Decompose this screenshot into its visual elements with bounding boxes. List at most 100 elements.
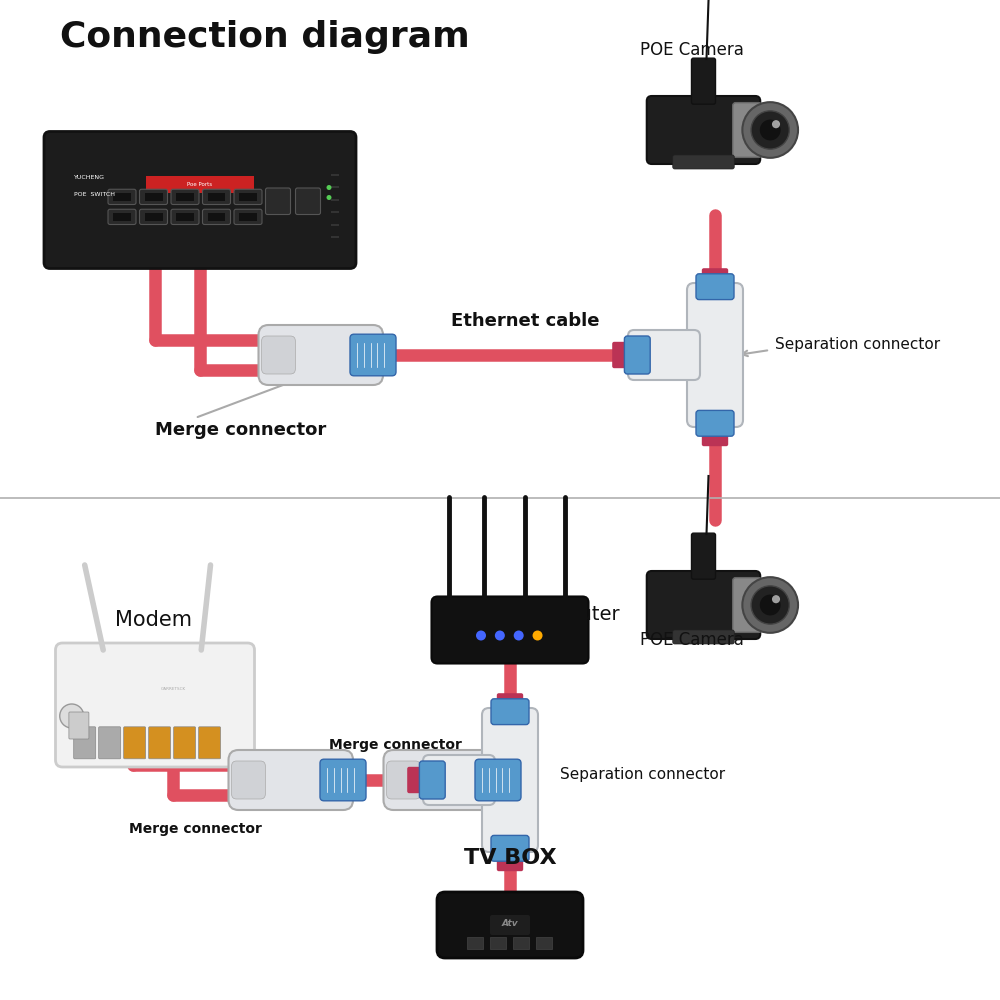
Circle shape [751,586,789,624]
FancyBboxPatch shape [124,727,146,759]
Circle shape [476,631,486,641]
FancyBboxPatch shape [239,193,257,201]
Circle shape [742,102,798,158]
Circle shape [60,704,84,728]
FancyBboxPatch shape [176,213,194,221]
FancyBboxPatch shape [234,189,262,204]
FancyBboxPatch shape [733,578,762,632]
Text: Merge connector: Merge connector [155,421,326,439]
FancyBboxPatch shape [113,193,131,201]
FancyBboxPatch shape [673,630,734,644]
Text: TV BOX: TV BOX [464,848,556,868]
FancyBboxPatch shape [702,268,728,283]
Text: Router: Router [555,605,620,624]
FancyBboxPatch shape [202,209,230,224]
Circle shape [514,631,524,641]
Circle shape [495,631,505,641]
FancyBboxPatch shape [647,571,760,639]
Text: POE Camera: POE Camera [640,631,744,649]
Text: POE  SWITCH: POE SWITCH [74,192,115,198]
FancyBboxPatch shape [171,189,199,204]
Text: Modem: Modem [115,610,192,630]
FancyBboxPatch shape [113,213,131,221]
FancyBboxPatch shape [491,699,529,725]
FancyBboxPatch shape [234,209,262,224]
FancyBboxPatch shape [419,761,445,799]
FancyBboxPatch shape [199,727,221,759]
FancyBboxPatch shape [145,193,162,201]
FancyBboxPatch shape [692,533,716,579]
FancyBboxPatch shape [612,342,627,368]
FancyBboxPatch shape [99,727,121,759]
Circle shape [760,595,781,615]
FancyBboxPatch shape [733,103,762,157]
Circle shape [326,195,332,200]
FancyBboxPatch shape [536,937,552,949]
Text: YUCHENG: YUCHENG [74,175,105,180]
FancyBboxPatch shape [475,759,521,801]
Text: Separation connector: Separation connector [560,768,725,782]
FancyBboxPatch shape [647,96,760,164]
FancyBboxPatch shape [44,131,356,268]
FancyBboxPatch shape [69,712,89,739]
FancyBboxPatch shape [202,189,230,204]
FancyBboxPatch shape [108,189,136,204]
FancyBboxPatch shape [145,213,162,221]
Circle shape [742,577,798,633]
Circle shape [326,185,332,190]
FancyBboxPatch shape [387,761,420,799]
Text: Atv: Atv [502,918,518,928]
Text: Merge connector: Merge connector [329,738,461,752]
FancyBboxPatch shape [174,727,196,759]
Circle shape [772,120,780,128]
FancyBboxPatch shape [696,410,734,436]
FancyBboxPatch shape [108,209,136,224]
FancyBboxPatch shape [208,193,225,201]
FancyBboxPatch shape [320,759,366,801]
FancyBboxPatch shape [437,892,583,958]
FancyBboxPatch shape [228,750,353,810]
Text: Poe Ports: Poe Ports [187,182,213,187]
Text: GARRETSCK: GARRETSCK [161,686,186,690]
FancyBboxPatch shape [176,193,194,201]
FancyBboxPatch shape [490,937,506,949]
Text: Merge connector: Merge connector [129,822,261,836]
FancyBboxPatch shape [497,693,523,708]
FancyBboxPatch shape [687,283,743,427]
FancyBboxPatch shape [624,336,650,374]
Circle shape [760,120,781,140]
FancyBboxPatch shape [262,336,295,374]
FancyBboxPatch shape [56,643,254,767]
FancyBboxPatch shape [497,856,523,871]
FancyBboxPatch shape [673,155,734,169]
FancyBboxPatch shape [432,596,588,664]
FancyBboxPatch shape [239,213,257,221]
Text: POE Camera: POE Camera [640,41,744,59]
FancyBboxPatch shape [490,915,530,935]
FancyBboxPatch shape [171,209,199,224]
FancyBboxPatch shape [208,213,225,221]
FancyBboxPatch shape [140,189,168,204]
FancyBboxPatch shape [74,727,96,759]
FancyBboxPatch shape [296,188,321,214]
FancyBboxPatch shape [258,325,383,385]
FancyBboxPatch shape [350,334,396,376]
FancyBboxPatch shape [232,761,265,799]
FancyBboxPatch shape [467,937,483,949]
Circle shape [772,595,780,603]
Circle shape [751,111,789,149]
FancyBboxPatch shape [491,835,529,861]
FancyBboxPatch shape [692,58,716,104]
Text: Ethernet cable: Ethernet cable [451,312,599,330]
FancyBboxPatch shape [423,755,495,805]
Text: Separation connector: Separation connector [775,338,940,353]
FancyBboxPatch shape [146,176,254,192]
FancyBboxPatch shape [482,708,538,852]
FancyBboxPatch shape [702,431,728,446]
FancyBboxPatch shape [384,750,508,810]
FancyBboxPatch shape [628,330,700,380]
Text: Connection diagram: Connection diagram [60,20,470,54]
FancyBboxPatch shape [149,727,171,759]
Circle shape [533,631,543,641]
FancyBboxPatch shape [513,937,529,949]
